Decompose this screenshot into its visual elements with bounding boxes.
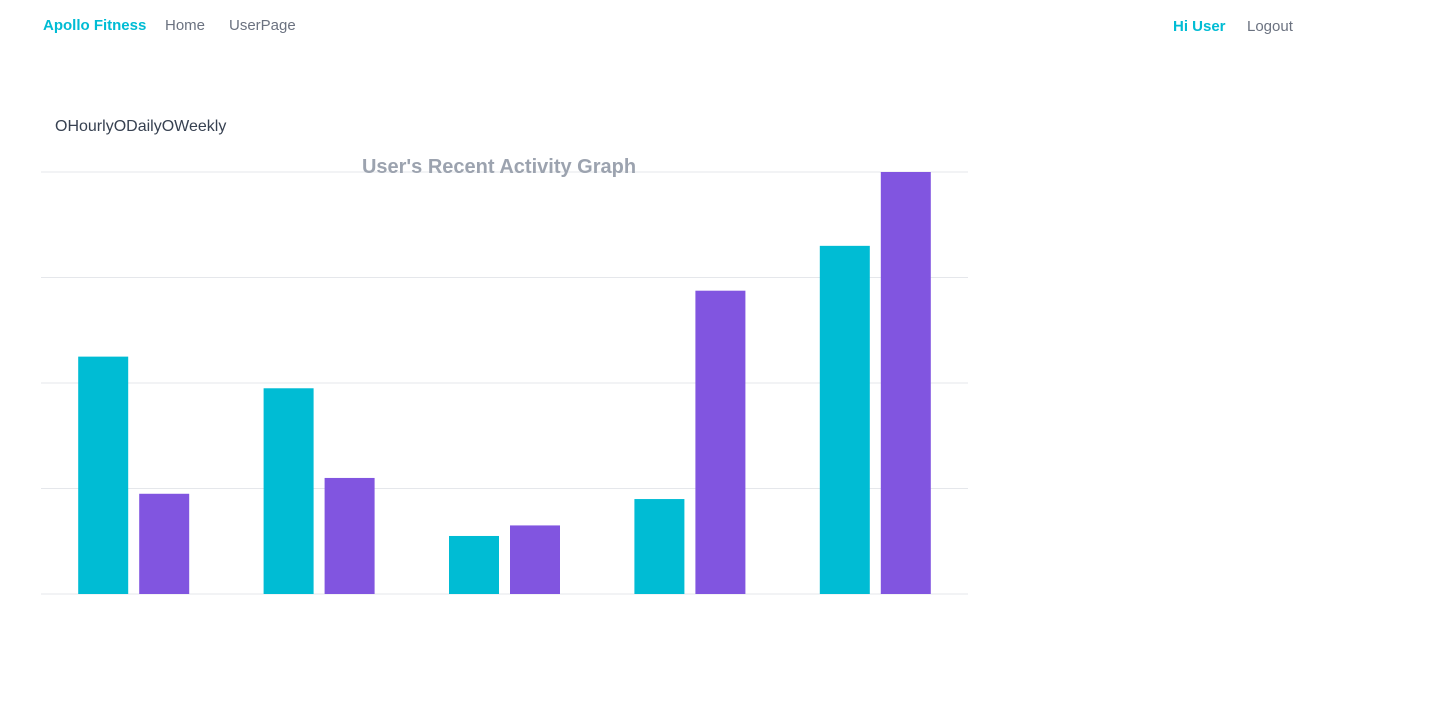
chart-title: User's Recent Activity Graph <box>362 156 636 178</box>
time-range-selector: OHourlyODailyOWeekly <box>55 118 226 136</box>
navbar: Apollo Fitness Home UserPage Hi User Log… <box>0 0 1440 54</box>
range-label-weekly: Weekly <box>174 118 227 135</box>
chart-bar-series-2-1[interactable] <box>139 493 190 594</box>
chart-bar-series-2-4[interactable] <box>695 290 746 594</box>
chart-bar-series-2-3[interactable] <box>510 525 560 594</box>
logout-link[interactable]: Logout <box>1247 18 1293 35</box>
chart-bar-series-2-2[interactable] <box>324 477 375 594</box>
brand-link[interactable]: Apollo Fitness <box>43 17 147 34</box>
radio-mark: O <box>161 118 175 135</box>
range-option-weekly[interactable]: OWeekly <box>162 118 227 135</box>
activity-chart-svg: User's Recent Activity Graph <box>41 156 968 595</box>
user-greeting: Hi User <box>1173 18 1226 35</box>
radio-mark: O <box>55 118 68 135</box>
chart-bar-series-1-2[interactable] <box>263 388 314 594</box>
chart-bar-series-2-5[interactable] <box>880 172 931 594</box>
nav-link-home[interactable]: Home <box>165 17 206 34</box>
activity-chart: User's Recent Activity Graph <box>0 150 1000 610</box>
range-option-hourly[interactable]: OHourly <box>55 118 114 135</box>
chart-bar-series-1-1[interactable] <box>78 356 129 594</box>
range-label-hourly: Hourly <box>67 118 114 135</box>
nav-link-userpage[interactable]: UserPage <box>229 17 296 34</box>
radio-mark: O <box>113 118 127 135</box>
chart-bar-series-1-3[interactable] <box>449 535 499 594</box>
range-label-daily: Daily <box>126 118 162 135</box>
range-option-daily[interactable]: ODaily <box>114 118 162 135</box>
chart-bar-series-1-4[interactable] <box>634 499 685 594</box>
chart-bar-series-1-5[interactable] <box>819 245 870 594</box>
